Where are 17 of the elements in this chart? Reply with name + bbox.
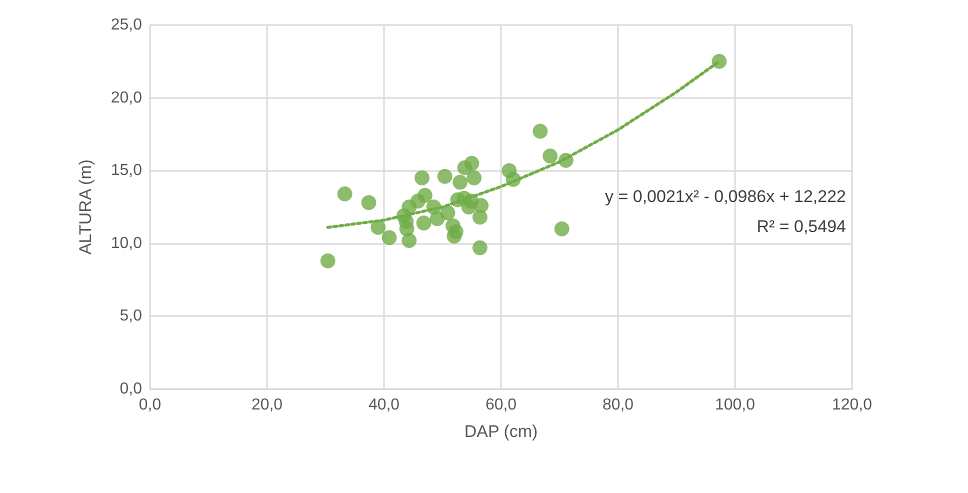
x-tick-label: 20,0	[251, 396, 283, 414]
x-tick-label: 120,0	[832, 396, 872, 414]
annotation: R² = 0,5494	[756, 217, 846, 236]
y-tick-label: 0,0	[120, 380, 142, 398]
x-tick-label: 100,0	[714, 396, 756, 414]
x-tick-label: 0,0	[138, 396, 162, 414]
x-tick-label: 60,0	[485, 396, 517, 414]
y-tick-label: 15,0	[110, 162, 142, 180]
x-tick-label: 80,0	[602, 396, 634, 414]
x-tick-label: 40,0	[368, 396, 400, 414]
y-tick-label: 25,0	[110, 16, 142, 34]
y-tick-label: 20,0	[110, 89, 142, 106]
y-axis-title: ALTURA (m)	[76, 159, 95, 255]
annotation: y = 0,0021x² - 0,0986x + 12,222	[604, 187, 846, 206]
x-axis-title: DAP (cm)	[464, 422, 538, 441]
y-tick-label: 5,0	[120, 308, 142, 325]
y-tick-label: 10,0	[110, 234, 142, 252]
